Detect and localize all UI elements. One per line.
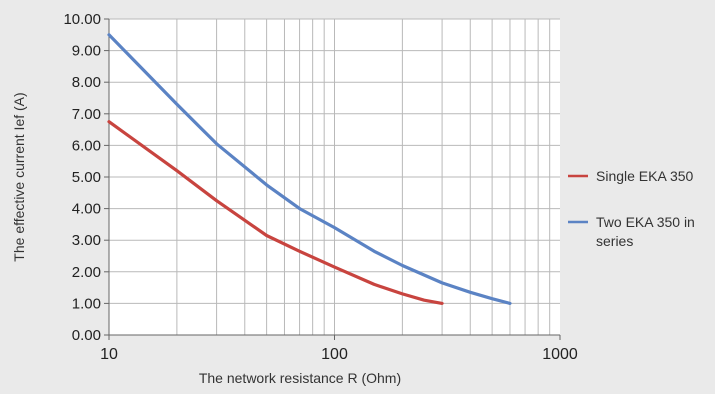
series-line-1 — [107, 120, 444, 305]
y-tick-label: 10.00 — [63, 11, 101, 28]
legend-label-1: Single EKA 350 — [596, 168, 694, 184]
y-axis-title: The effective current Ief (A) — [11, 92, 27, 261]
x-tick-label: 10 — [100, 346, 118, 363]
y-tick-label: 0.00 — [72, 327, 101, 344]
series-line-2 — [107, 33, 512, 305]
y-tick-label: 7.00 — [72, 106, 101, 123]
legend: Single EKA 350 Two EKA 350 in series — [568, 168, 695, 249]
x-tick-label: 100 — [321, 346, 348, 363]
y-tick-label: 8.00 — [72, 74, 101, 91]
y-tick-label: 5.00 — [72, 169, 101, 186]
legend-label-2: Two EKA 350 in series — [596, 214, 695, 249]
x-axis-title: The network resistance R (Ohm) — [199, 370, 401, 386]
y-tick-label: 4.00 — [72, 201, 101, 218]
y-tick-label: 6.00 — [72, 137, 101, 154]
y-tick-label: 3.00 — [72, 232, 101, 249]
y-tick-label: 9.00 — [72, 43, 101, 60]
y-tick-label: 1.00 — [72, 295, 101, 312]
x-tick-label: 1000 — [542, 346, 578, 363]
y-tick-label: 2.00 — [72, 264, 101, 281]
